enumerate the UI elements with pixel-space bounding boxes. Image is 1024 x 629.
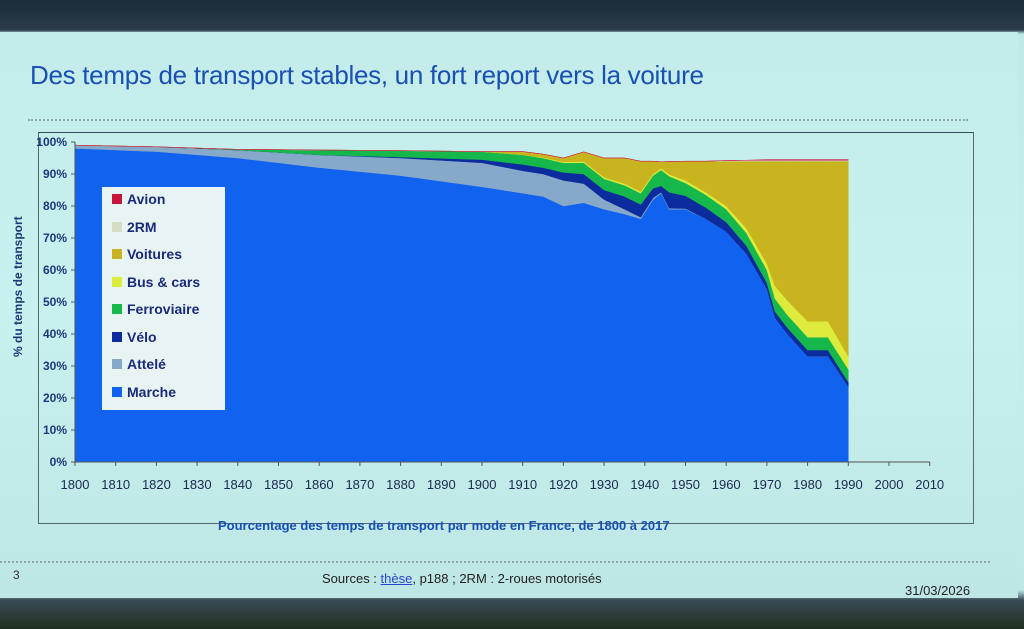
x-tick-label: 1910 [508, 477, 537, 492]
legend-swatch [112, 359, 122, 369]
x-tick-label: 1900 [468, 477, 497, 492]
x-tick-label: 1820 [142, 477, 171, 492]
x-tick-label: 2000 [875, 477, 904, 492]
chart-caption: Pourcentage des temps de transport par m… [218, 518, 670, 533]
legend-item-marche: Marche [112, 384, 176, 400]
y-tick-label: 30% [43, 359, 67, 373]
y-tick-label: 100% [36, 135, 67, 149]
x-tick-label: 1940 [630, 477, 659, 492]
x-tick-label: 1850 [264, 477, 293, 492]
legend-item-avion: Avion [112, 191, 165, 207]
x-tick-label: 1860 [305, 477, 334, 492]
legend-swatch [112, 304, 122, 314]
x-tick-label: 1830 [183, 477, 212, 492]
x-tick-label: 1880 [386, 477, 415, 492]
legend-swatch [112, 249, 122, 259]
legend-swatch [112, 221, 122, 232]
legend-label: Bus & cars [127, 273, 201, 290]
y-tick-label: 60% [43, 263, 67, 277]
y-tick-label: 70% [43, 231, 67, 245]
slide-title: Des temps de transport stables, un fort … [30, 60, 704, 90]
legend-label: Attelé [127, 356, 166, 372]
x-tick-label: 1960 [712, 477, 741, 492]
legend-swatch [112, 194, 122, 204]
these-link[interactable]: thèse [380, 571, 413, 586]
x-tick-label: 2010 [915, 477, 944, 492]
y-tick-label: 40% [43, 327, 67, 341]
legend-label: Avion [127, 191, 166, 207]
sources-prefix: Sources : [322, 571, 381, 586]
x-tick-label: 1980 [793, 477, 822, 492]
legend-swatch [112, 331, 122, 342]
title-divider [28, 119, 968, 121]
x-tick-label: 1950 [671, 477, 700, 492]
y-axis-label: % du temps de transport [11, 216, 25, 357]
area-avion [74, 144, 849, 163]
legend-swatch [112, 276, 122, 287]
legend-label: Ferroviaire [127, 301, 200, 317]
x-tick-label: 1970 [752, 477, 781, 492]
x-tick-label: 1920 [549, 477, 578, 492]
legend-item-bus-cars: Bus & cars [112, 274, 200, 290]
footer-divider [0, 561, 990, 563]
x-tick-label: 1800 [61, 477, 90, 492]
legend-item-v-lo: Vélo [112, 329, 157, 345]
x-tick-label: 1890 [427, 477, 456, 492]
legend-label: Vélo [127, 328, 157, 345]
y-tick-label: 10% [43, 423, 67, 437]
y-tick-label: 20% [43, 391, 67, 405]
legend-item-attel-: Attelé [112, 356, 166, 372]
x-tick-label: 1810 [101, 477, 130, 492]
x-tick-label: 1870 [345, 477, 374, 492]
slide-date: 31/03/2026 [905, 583, 971, 598]
chart-frame [38, 132, 974, 524]
x-tick-label: 1930 [590, 477, 619, 492]
legend-label: Voitures [127, 246, 182, 262]
legend-label: Marche [127, 383, 177, 400]
x-tick-label: 1840 [223, 477, 252, 492]
legend-item-ferroviaire: Ferroviaire [112, 301, 199, 317]
y-tick-label: 50% [43, 295, 67, 309]
y-tick-label: 0% [50, 455, 68, 469]
legend-label: 2RM [127, 218, 157, 235]
sources-note: Sources : thèse, p188 ; 2RM : 2-roues mo… [322, 571, 602, 586]
x-tick-label: 1990 [834, 477, 863, 492]
y-tick-label: 80% [43, 199, 67, 213]
legend-swatch [112, 386, 122, 397]
legend-item-voitures: Voitures [112, 246, 182, 262]
y-tick-label: 90% [43, 167, 67, 181]
sources-suffix: , p188 ; 2RM : 2-roues motorisés [412, 571, 602, 586]
legend-item-2rm: 2RM [112, 219, 157, 235]
page-number: 3 [13, 568, 20, 582]
chart-legend: Avion 2RM Voitures Bus & cars Ferroviaire Vél… [102, 187, 225, 410]
